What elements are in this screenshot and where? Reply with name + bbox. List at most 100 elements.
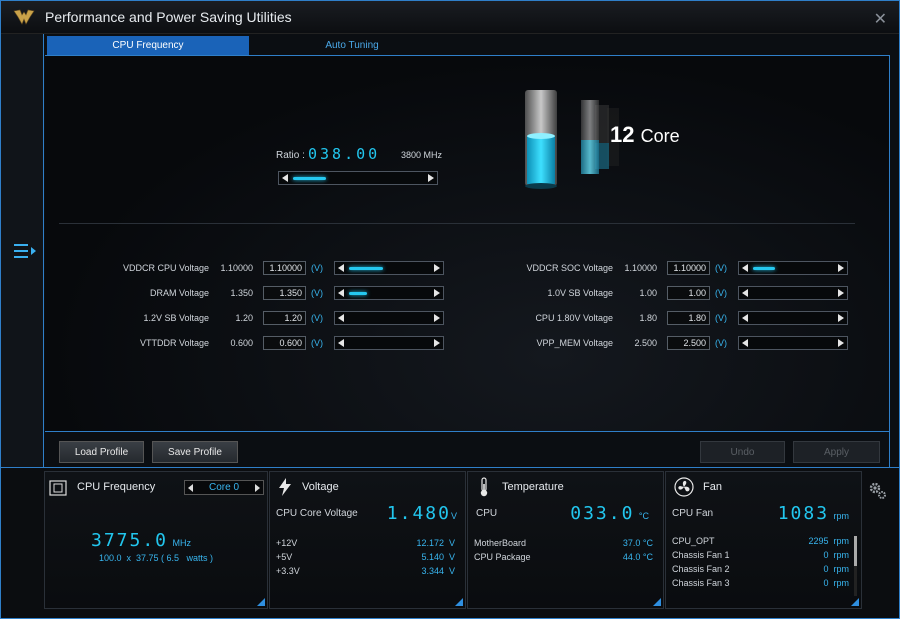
undo-button[interactable]: Undo xyxy=(700,441,785,463)
slider-right-arrow-icon[interactable] xyxy=(428,174,434,182)
voltage-input[interactable]: 1.350 xyxy=(263,286,306,300)
core-selector[interactable]: Core 0 xyxy=(184,480,264,495)
voltage-input[interactable]: 2.500 xyxy=(667,336,710,350)
cpu-frequency-panel: CPU Frequency Core 0 3775.0 MHz 100.0 x … xyxy=(44,471,268,609)
voltage-slider[interactable] xyxy=(334,286,444,300)
tuf-logo-icon xyxy=(13,9,35,25)
cpu-core-voltage-value: 1.480 xyxy=(386,503,451,524)
cpu-temp-value: 033.0 xyxy=(570,503,635,524)
voltage-default: 1.00 xyxy=(639,288,657,298)
cpu-fan-value: 1083 xyxy=(777,503,830,524)
slider-right-arrow-icon[interactable] xyxy=(434,339,440,347)
fan-panel-title: Fan xyxy=(703,481,722,493)
slider-right-arrow-icon[interactable] xyxy=(434,289,440,297)
voltage-default: 1.80 xyxy=(639,313,657,323)
monitor-row-value: 12.172 V xyxy=(416,538,455,548)
voltage-default: 1.350 xyxy=(230,288,253,298)
cpu-temp-readout: 033.0 °C xyxy=(570,503,649,524)
apply-button[interactable]: Apply xyxy=(793,441,880,463)
title-bar: Performance and Power Saving Utilities ✕ xyxy=(1,1,899,34)
monitor-row-value: 2295 rpm xyxy=(808,536,849,546)
panel-expand-icon[interactable] xyxy=(851,598,859,606)
slider-left-arrow-icon[interactable] xyxy=(282,174,288,182)
slider-left-arrow-icon[interactable] xyxy=(742,314,748,322)
slider-right-arrow-icon[interactable] xyxy=(838,289,844,297)
voltage-input[interactable]: 1.00 xyxy=(667,286,710,300)
voltage-input[interactable]: 1.20 xyxy=(263,311,306,325)
voltage-input[interactable]: 1.80 xyxy=(667,311,710,325)
voltage-input[interactable]: 0.600 xyxy=(263,336,306,350)
voltage-row: CPU 1.80V Voltage 1.80 1.80 (V) xyxy=(45,311,890,326)
voltage-slider[interactable] xyxy=(334,336,444,350)
side-rail xyxy=(1,34,44,467)
monitor-row-label: CPU_OPT xyxy=(672,536,715,546)
voltage-name: VDDCR SOC Voltage xyxy=(526,263,613,273)
tab-cpu-frequency[interactable]: CPU Frequency xyxy=(47,36,249,55)
slider-fill xyxy=(753,267,775,270)
tab-bar: CPU Frequency Auto Tuning xyxy=(45,34,890,56)
close-icon[interactable]: ✕ xyxy=(873,11,887,28)
ratio-value: 038.00 xyxy=(308,145,381,163)
slider-left-arrow-icon[interactable] xyxy=(338,289,344,297)
cpu-freq-unit: MHz xyxy=(172,538,191,548)
slider-right-arrow-icon[interactable] xyxy=(838,264,844,272)
fan-panel: Fan CPU Fan 1083 rpm CPU_OPT 2295 rpm Chas… xyxy=(665,471,862,609)
core-count: 12 Core xyxy=(610,122,680,148)
voltage-input[interactable]: 1.10000 xyxy=(667,261,710,275)
panel-expand-icon[interactable] xyxy=(455,598,463,606)
monitor-row-value: 5.140 V xyxy=(421,552,455,562)
slider-left-arrow-icon[interactable] xyxy=(742,264,748,272)
slider-right-arrow-icon[interactable] xyxy=(838,314,844,322)
slider-fill xyxy=(349,292,367,295)
voltage-row: VDDCR CPU Voltage 1.10000 1.10000 (V) xyxy=(45,261,890,276)
voltage-unit: (V) xyxy=(715,313,727,323)
slider-left-arrow-icon[interactable] xyxy=(742,289,748,297)
menu-expand-icon[interactable] xyxy=(13,242,37,260)
tab-auto-tuning[interactable]: Auto Tuning xyxy=(325,40,379,51)
slider-right-arrow-icon[interactable] xyxy=(434,264,440,272)
voltage-row: DRAM Voltage 1.350 1.350 (V) xyxy=(45,286,890,301)
voltage-slider[interactable] xyxy=(738,311,848,325)
monitor-row-value: 0 rpm xyxy=(823,578,849,588)
voltage-slider[interactable] xyxy=(738,261,848,275)
voltage-name: DRAM Voltage xyxy=(149,288,209,298)
load-profile-button[interactable]: Load Profile xyxy=(59,441,144,463)
fan-icon xyxy=(674,477,694,497)
core-selector-value: Core 0 xyxy=(208,482,239,493)
slider-left-arrow-icon[interactable] xyxy=(338,264,344,272)
ratio-slider[interactable] xyxy=(278,171,438,185)
slider-left-arrow-icon[interactable] xyxy=(338,314,344,322)
core-next-arrow-icon[interactable] xyxy=(255,484,260,492)
slider-right-arrow-icon[interactable] xyxy=(838,339,844,347)
voltage-name: 1.2V SB Voltage xyxy=(143,313,209,323)
fan-scrollbar[interactable] xyxy=(854,536,857,596)
voltage-row: 1.2V SB Voltage 1.20 1.20 (V) xyxy=(45,311,890,326)
voltage-input[interactable]: 1.10000 xyxy=(263,261,306,275)
core-prev-arrow-icon[interactable] xyxy=(188,484,193,492)
voltage-slider[interactable] xyxy=(738,286,848,300)
voltage-slider[interactable] xyxy=(334,311,444,325)
action-bar: Load Profile Save Profile Undo Apply xyxy=(45,431,890,467)
panel-expand-icon[interactable] xyxy=(257,598,265,606)
save-profile-button[interactable]: Save Profile xyxy=(152,441,238,463)
voltage-default: 0.600 xyxy=(230,338,253,348)
voltage-slider[interactable] xyxy=(334,261,444,275)
voltage-default: 1.10000 xyxy=(220,263,253,273)
voltage-slider[interactable] xyxy=(738,336,848,350)
monitor-row-value: 3.344 V xyxy=(421,566,455,576)
voltage-row: VDDCR SOC Voltage 1.10000 1.10000 (V) xyxy=(45,261,890,276)
slider-left-arrow-icon[interactable] xyxy=(338,339,344,347)
monitor-row-label: MotherBoard xyxy=(474,538,527,548)
slider-left-arrow-icon[interactable] xyxy=(742,339,748,347)
voltage-panel: Voltage CPU Core Voltage 1.480V +12V 12.1… xyxy=(269,471,466,609)
window-title: Performance and Power Saving Utilities xyxy=(45,9,292,25)
slider-right-arrow-icon[interactable] xyxy=(434,314,440,322)
monitor-row-label: +5V xyxy=(276,552,293,562)
panel-expand-icon[interactable] xyxy=(653,598,661,606)
voltage-unit: (V) xyxy=(311,288,323,298)
monitor-row-label: Chassis Fan 3 xyxy=(672,578,730,588)
monitor-row-label: Chassis Fan 2 xyxy=(672,564,730,574)
monitor-row-value: 0 rpm xyxy=(823,550,849,560)
fan-scrollbar-thumb[interactable] xyxy=(854,536,857,566)
settings-gear-icon[interactable] xyxy=(867,480,887,500)
